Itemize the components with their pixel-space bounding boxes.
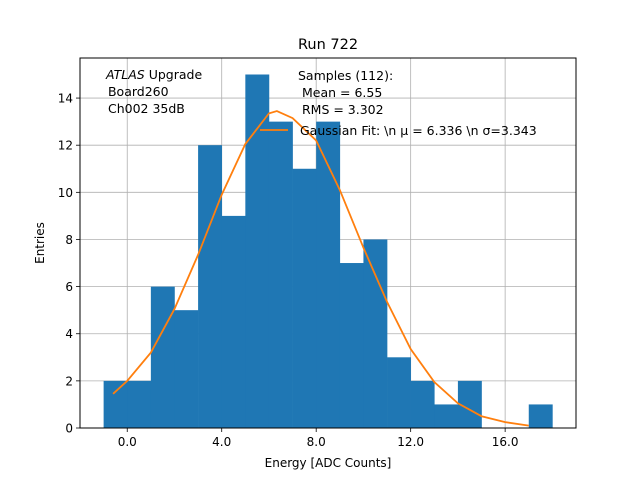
histogram-bar	[268, 121, 293, 429]
x-tick-label: 0.0	[118, 435, 137, 449]
x-axis-label: Energy [ADC Counts]	[265, 456, 392, 470]
y-tick-label: 14	[58, 92, 73, 106]
x-tick-label: 8.0	[307, 435, 326, 449]
y-tick-label: 2	[65, 374, 73, 388]
histogram-bar	[316, 121, 341, 429]
gaussian-fit-curve	[112, 110, 529, 427]
annotation-line-1: ATLAS Upgrade	[105, 67, 202, 82]
x-axis-ticks: 0.0 4.0 8.0 12.0 16.0	[118, 428, 519, 449]
plot-frame	[79, 57, 577, 429]
y-tick-label: 4	[65, 327, 73, 341]
annotation-italic: ATLAS	[105, 67, 145, 82]
x-tick-label: 4.0	[212, 435, 231, 449]
histogram-bar	[150, 286, 175, 428]
legend-samples-line-2: Mean = 6.55	[298, 85, 382, 100]
legend-samples-line-1: Samples (112):	[298, 68, 393, 83]
y-axis-ticks: 0 2 4 6 8 10 12 14	[58, 92, 80, 436]
histogram-bar	[103, 380, 128, 428]
x-tick-label: 16.0	[492, 435, 519, 449]
annotation-rest: Upgrade	[145, 67, 203, 82]
legend-samples-line-3: RMS = 3.302	[298, 102, 384, 117]
x-tick-label: 12.0	[397, 435, 424, 449]
histogram-bar	[292, 168, 317, 428]
y-tick-label: 8	[65, 233, 73, 247]
histogram-bar	[528, 404, 553, 428]
histogram-bar	[221, 215, 246, 428]
atlas-annotation: ATLAS Upgrade Board260 Ch002 35dB	[104, 67, 202, 116]
y-tick-label: 10	[58, 186, 73, 200]
legend-fit-label: Gaussian Fit: \n μ = 6.336 \n σ=3.343	[300, 123, 537, 138]
histogram-bar	[363, 239, 388, 428]
chart-title: Run 722	[298, 37, 358, 53]
histogram-bar	[457, 380, 482, 428]
annotation-line-3: Ch002 35dB	[104, 101, 185, 116]
y-tick-label: 0	[65, 422, 73, 436]
histogram-bar	[127, 380, 152, 428]
histogram-bar	[245, 74, 270, 428]
histogram-bar	[339, 263, 364, 428]
histogram-bar	[410, 380, 435, 428]
histogram-bar	[387, 357, 411, 428]
legend: Samples (112): Mean = 6.55 RMS = 3.302 G…	[260, 68, 537, 138]
fit-line	[112, 110, 529, 427]
annotation-line-2: Board260	[104, 84, 169, 99]
histogram-bar	[174, 310, 199, 428]
histogram-bars	[103, 74, 553, 429]
histogram-bar	[198, 145, 223, 428]
y-axis-label: Entries	[33, 222, 47, 264]
y-tick-label: 12	[58, 139, 73, 153]
histogram-bar	[434, 404, 459, 428]
y-tick-label: 6	[65, 280, 73, 294]
